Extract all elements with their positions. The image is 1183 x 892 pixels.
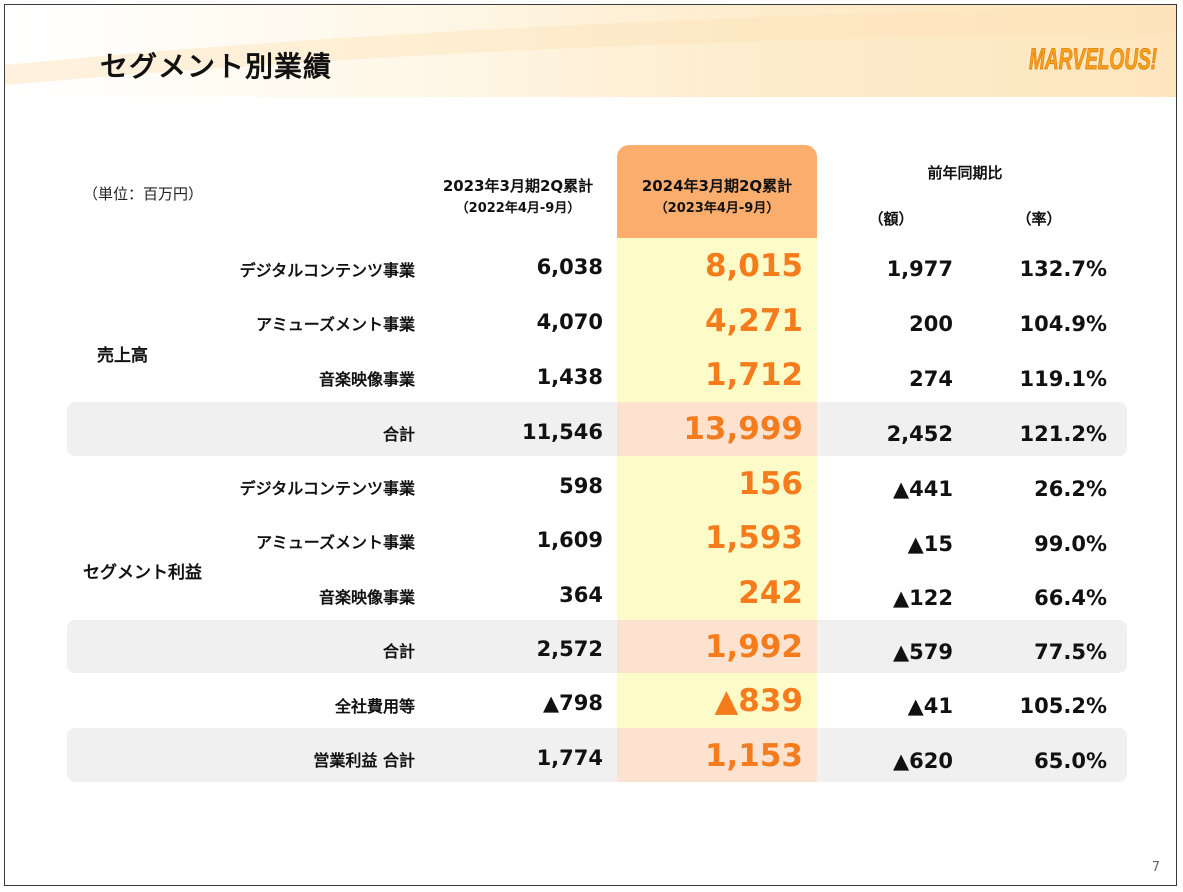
unit-label: （単位：百万円） (83, 185, 204, 203)
prev-period-title: 2023年3月期2Q累計 (442, 177, 594, 195)
yoy-amount: 1,977 (886, 257, 953, 281)
current-value: 1,992 (704, 629, 803, 665)
prev-value: ▲798 (543, 691, 603, 715)
page-number: 7 (1151, 860, 1160, 875)
current-period-title: 2024年3月期2Q累計 (641, 177, 793, 195)
yoy-amount: ▲15 (907, 532, 953, 556)
yoy-amount: 274 (909, 367, 953, 391)
prev-value: 1,774 (536, 746, 603, 770)
current-period-header: 2024年3月期2Q累計 （2023年4月-9月） (617, 175, 817, 216)
yoy-rate: 121.2% (1019, 422, 1107, 446)
page-title: セグメント別業績 (100, 50, 333, 83)
row-label: アミューズメント事業 (256, 533, 415, 552)
row-label: デジタルコンテンツ事業 (239, 479, 415, 498)
row-label: 合計 (382, 642, 415, 661)
prev-value: 598 (559, 474, 603, 498)
row-label: 営業利益 合計 (313, 751, 415, 770)
header-swoosh (5, 5, 1176, 85)
prev-value: 6,038 (536, 255, 603, 279)
row-label: 音楽映像事業 (318, 588, 415, 607)
current-value: ▲839 (714, 683, 803, 719)
marvelous-logo: MARVELOUS! (1029, 43, 1158, 77)
profit-total-current-cell (617, 620, 817, 673)
yoy-rate-header: （率） (1016, 210, 1062, 228)
group-label-segment-profit: セグメント利益 (83, 563, 202, 583)
yoy-rate: 105.2% (1019, 694, 1107, 718)
yoy-rate: 65.0% (1034, 749, 1107, 773)
sales-total-band (67, 402, 1127, 456)
logo-text: MARVELOUS! (1029, 43, 1157, 76)
row-label: 合計 (382, 425, 415, 444)
yoy-amount: ▲41 (907, 694, 953, 718)
current-value: 1,593 (704, 520, 803, 556)
yoy-rate: 99.0% (1034, 532, 1107, 556)
prev-value: 2,572 (536, 637, 603, 661)
current-value: 1,153 (704, 738, 803, 774)
current-value: 242 (738, 575, 803, 611)
current-period-range: （2023年4月-9月） (654, 201, 780, 216)
yoy-rate: 119.1% (1019, 367, 1107, 391)
operating-total-band (67, 728, 1127, 782)
yoy-amount: 200 (909, 312, 953, 336)
profit-total-band (67, 620, 1127, 673)
prev-value: 364 (559, 583, 603, 607)
operating-total-current-cell (617, 728, 817, 782)
sales-total-current-cell (617, 402, 817, 456)
prev-period-range: （2022年4月-9月） (455, 201, 581, 216)
yoy-rate: 77.5% (1034, 640, 1107, 664)
current-value: 1,712 (704, 357, 803, 393)
yoy-header: 前年同期比 (927, 164, 1003, 182)
prev-value: 4,070 (536, 310, 603, 334)
current-value: 13,999 (683, 411, 803, 447)
current-value: 4,271 (704, 303, 803, 339)
yoy-amount: 2,452 (886, 422, 953, 446)
current-value: 156 (738, 466, 803, 502)
prev-value: 1,609 (536, 528, 603, 552)
group-label-sales: 売上高 (97, 346, 148, 366)
yoy-amount-header: （額） (868, 210, 914, 228)
yoy-rate: 104.9% (1019, 312, 1107, 336)
current-period-header-bg (617, 145, 817, 238)
row-label: デジタルコンテンツ事業 (239, 261, 415, 280)
yoy-amount: ▲579 (893, 640, 953, 664)
yoy-rate: 132.7% (1019, 257, 1107, 281)
yoy-rate: 26.2% (1034, 477, 1107, 501)
prev-value: 11,546 (521, 420, 603, 444)
yoy-amount: ▲620 (893, 749, 953, 773)
row-label: 音楽映像事業 (318, 370, 415, 389)
yoy-amount: ▲122 (893, 586, 953, 610)
yoy-rate: 66.4% (1034, 586, 1107, 610)
row-label: 全社費用等 (334, 697, 415, 716)
yoy-amount: ▲441 (893, 477, 953, 501)
slide: セグメント別業績 MARVELOUS! （単位：百万円） 2023年3月期2Q累… (4, 4, 1177, 886)
row-label: アミューズメント事業 (256, 315, 415, 334)
prev-period-header: 2023年3月期2Q累計 （2022年4月-9月） (413, 175, 623, 216)
prev-value: 1,438 (536, 365, 603, 389)
header-band (5, 5, 1176, 97)
current-period-column-bg (617, 238, 817, 782)
current-value: 8,015 (704, 248, 803, 284)
